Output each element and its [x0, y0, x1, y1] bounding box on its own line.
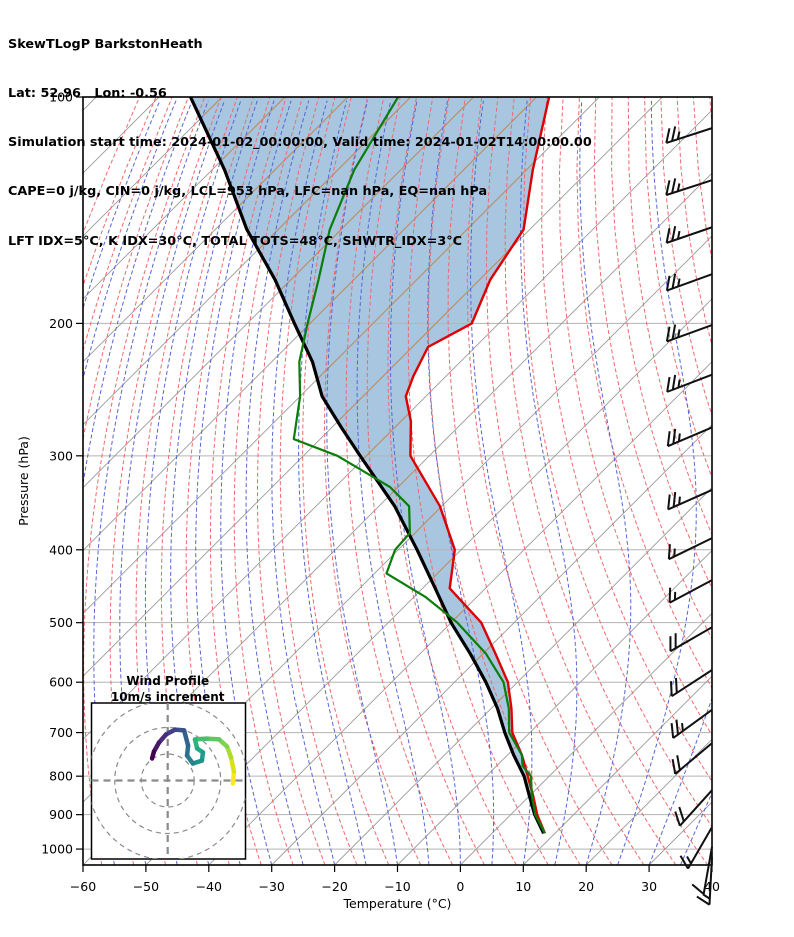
plot-area [83, 97, 712, 865]
wind-profile-inset: Wind Profile 10m/s increment [90, 674, 247, 860]
hodograph-ring [114, 726, 222, 835]
plot-title: SkewTLogP BarkstonHeath [8, 36, 203, 52]
plot-latlon: Lat: 52.96 Lon: -0.56 [8, 86, 167, 102]
dry-adiabat-lines [83, 97, 712, 865]
temperature-tick-label: 20 [578, 879, 594, 894]
temperature-tick-label: 10 [515, 879, 531, 894]
y-axis-label: Pressure (hPa) [16, 436, 31, 526]
hodograph-trace-segment [228, 755, 237, 774]
temperature-tick-label: −60 [70, 879, 96, 894]
hodograph-trace-segment [181, 728, 191, 748]
temperature-tick-label: −50 [133, 879, 159, 894]
pressure-tick-label: 1000 [41, 842, 73, 857]
pressure-tick-label: 400 [49, 542, 73, 557]
pressure-tick-label: 300 [49, 448, 73, 463]
inset-title-line1: Wind Profile [126, 674, 209, 688]
temperature-tick-label: 0 [456, 879, 464, 894]
temperature-tick-label: −40 [196, 879, 222, 894]
pressure-tick-label: 700 [49, 725, 73, 740]
plot-indices-2: LFT IDX=5°C, K IDX=30°C, TOTAL TOTS=48°C… [8, 233, 463, 249]
plot-indices-1: CAPE=0 j/kg, CIN=0 j/kg, LCL=953 hPa, LF… [8, 184, 488, 200]
wind-barbs [665, 126, 713, 906]
temperature-tick-label: −30 [259, 879, 285, 894]
plot-header: SkewTLogP BarkstonHeath Lat: 52.96 Lon: … [8, 4, 592, 283]
pressure-tick-label: 800 [49, 769, 73, 784]
temperature-tick-label: 30 [641, 879, 657, 894]
temperature-tick-label: 40 [704, 879, 720, 894]
dewpoint-curve [292, 97, 546, 834]
temperature-curve [404, 97, 551, 834]
plot-times: Simulation start time: 2024-01-02_00:00:… [8, 135, 592, 151]
temperature-tick-label: −10 [384, 879, 410, 894]
pressure-tick-label: 200 [49, 316, 73, 331]
x-axis-label: Temperature (°C) [343, 896, 452, 911]
inset-title-line2: 10m/s increment [111, 690, 225, 704]
pressure-tick-label: 900 [49, 807, 73, 822]
temperature-tick-label: −20 [321, 879, 347, 894]
pressure-tick-label: 600 [49, 675, 73, 690]
pressure-tick-label: 500 [49, 615, 73, 630]
parcel-profile-curve [189, 97, 546, 834]
hodograph-trace-segment [149, 749, 157, 761]
pressure-tick-label: 100 [49, 90, 73, 105]
